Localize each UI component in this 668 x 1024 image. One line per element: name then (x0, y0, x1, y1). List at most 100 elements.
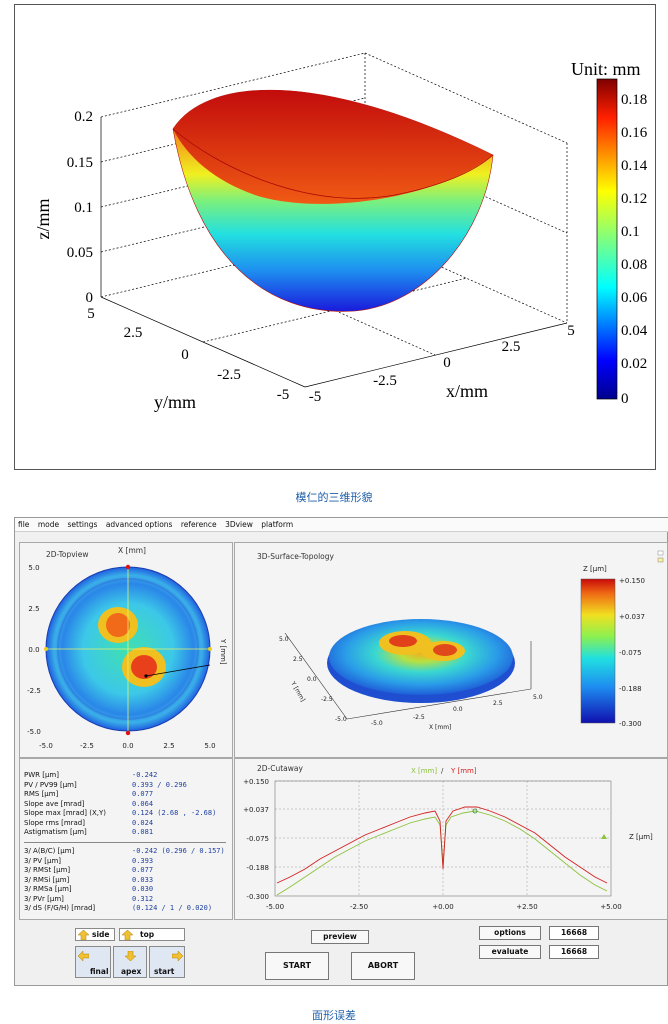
stat-label: 3/ dS (F/G/H) [mrad] (24, 904, 96, 912)
surface-topology-view[interactable]: 5.0 2.5 0.0 -2.5 -5.0 Y [mm] -5.0 -2.5 0… (235, 543, 668, 759)
surface-x-tick: -5.0 (371, 720, 383, 727)
z-tick: 0.1 (74, 200, 93, 216)
arrow-left-icon (77, 950, 90, 962)
measurement-software-window: file mode settings advanced options refe… (14, 517, 668, 986)
menu-reference[interactable]: reference (180, 520, 217, 529)
x-tick: 2.5 (502, 339, 521, 355)
stat-value: 0.030 (132, 885, 154, 893)
top-button[interactable]: top (119, 928, 185, 941)
stat-label: 3/ RMSt [µm] (24, 866, 71, 874)
view-option-icon[interactable] (657, 557, 664, 563)
cutaway-x-tick: -5.00 (266, 903, 284, 911)
stat-value: -0.242 (0.296 / 0.157) (132, 847, 225, 855)
surface-topology-panel: 3D-Surface-Topology (234, 542, 668, 758)
stat-value: 0.064 (132, 799, 154, 808)
options-button[interactable]: options (479, 926, 541, 940)
bowl-inner-rim (173, 90, 493, 204)
cutaway-y-profile (276, 806, 608, 884)
colorbar-tick: 0.12 (621, 191, 647, 207)
cutaway-end-marker[interactable] (601, 834, 607, 839)
colorbar-tick: 0.1 (621, 224, 640, 240)
menu-bar: file mode settings advanced options refe… (15, 518, 668, 532)
legend-x: X [mm] (411, 767, 437, 775)
arrow-right-icon (171, 950, 184, 962)
y-tick: -2.5 (217, 367, 241, 383)
surface-3d-plot: 0.2 0.15 0.1 0.05 0 z/mm 5 2.5 0 -2.5 -5… (33, 52, 648, 412)
start-button[interactable]: START (265, 952, 329, 980)
z-axis-label: z/mm (33, 199, 53, 240)
cutaway-panel: 2D-Cutaway X [mm] / Y [mm] Z [µm] (234, 758, 668, 920)
menu-platform[interactable]: platform (261, 520, 294, 529)
surface-y-tick: -5.0 (335, 716, 347, 723)
topview-bottom-tick: -2.5 (80, 742, 94, 750)
menu-advanced-options[interactable]: advanced options (105, 520, 173, 529)
surface-colorbar-label: Z [µm] (583, 565, 607, 573)
z-tick: 0.2 (74, 109, 93, 125)
stat-label: PWR [µm] (24, 771, 59, 779)
colorbar-unit-label: Unit: mm (571, 59, 641, 79)
stat-value: 0.077 (132, 866, 154, 874)
abort-button[interactable]: ABORT (351, 952, 415, 980)
preview-button[interactable]: preview (311, 930, 369, 944)
arrow-down-icon (124, 950, 137, 962)
cutaway-x-tick: +5.00 (600, 903, 621, 911)
surface-x-tick: 0.0 (453, 706, 463, 713)
y-tick: -5 (277, 387, 290, 403)
x-axis-label: x/mm (446, 381, 488, 401)
stat-row: PV / PV99 [µm] 0.393 / 0.296 (20, 781, 234, 791)
marker-top[interactable] (125, 564, 131, 570)
surface-axes (284, 632, 532, 720)
topview-bottom-tick: 5.0 (204, 742, 215, 750)
y-tick: 0 (181, 347, 189, 363)
topview-left-tick: -2.5 (27, 687, 41, 695)
topview-map[interactable]: 5.0 2.5 0.0 -2.5 -5.0 -5.0 -2.5 0.0 2.5 … (20, 543, 234, 759)
arrow-up-icon (121, 929, 134, 941)
surface-y-axis-label: Y [mm] (289, 680, 307, 703)
z-tick: 0 (86, 290, 94, 306)
final-button[interactable]: final (75, 946, 111, 978)
stat-row: 3/ RMSa [µm] 0.030 (20, 885, 234, 895)
colorbar-tick: 0.04 (621, 323, 648, 339)
slope-max-marker-line (145, 664, 211, 677)
surface-y-tick: 0.0 (307, 676, 317, 683)
evaluate-value-field[interactable]: 16668 (549, 945, 599, 959)
colorbar-tick: 0.02 (621, 356, 647, 372)
y-tick: 5 (87, 306, 95, 322)
z-tick: 0.15 (67, 155, 93, 171)
evaluate-button[interactable]: evaluate (479, 945, 541, 959)
colorbar (596, 78, 618, 400)
stat-row: Slope max [mrad] (X,Y) 0.124 (2.68 , -2.6… (20, 809, 234, 819)
menu-file[interactable]: file (18, 520, 30, 529)
apex-button[interactable]: apex (113, 946, 147, 978)
surface-colorbar-tick: -0.075 (619, 649, 642, 657)
stat-row: 3/ PV [µm] 0.393 (20, 857, 234, 867)
stat-row: PWR [µm] -0.242 (20, 771, 234, 781)
marker-right[interactable] (208, 647, 212, 651)
cutaway-x-tick: -2.50 (350, 903, 368, 911)
bowl-rim-edge (172, 128, 494, 199)
y-tick: 2.5 (124, 325, 143, 341)
menu-mode[interactable]: mode (37, 520, 60, 529)
cutaway-y-tick: +0.037 (243, 806, 269, 814)
surface-disc (329, 619, 513, 695)
options-value-field[interactable]: 16668 (549, 926, 599, 940)
menu-3dview[interactable]: 3Dview (225, 520, 253, 529)
stat-label: Astigmatism [µm] (24, 828, 87, 836)
stat-row: 3/ PVr [µm] 0.312 (20, 895, 234, 905)
stat-value: -0.242 (132, 771, 158, 779)
view-option-icon[interactable] (657, 550, 664, 556)
stat-row: Astigmatism [µm] 0.081 (20, 828, 234, 838)
start-tile-button[interactable]: start (149, 946, 185, 978)
marker-bottom[interactable] (125, 730, 131, 736)
start-tile-label: start (154, 967, 175, 976)
surface-colorbar-tick: -0.300 (619, 720, 642, 728)
cutaway-cursor-marker[interactable] (472, 808, 478, 814)
marker-left[interactable] (44, 647, 48, 651)
side-button[interactable]: side (75, 928, 115, 941)
surface-colorbar-tick: +0.037 (619, 613, 645, 621)
menu-settings[interactable]: settings (67, 520, 98, 529)
legend-sep: / (441, 767, 444, 775)
cutaway-chart[interactable]: X [mm] / Y [mm] Z [µm] +0.150 (235, 759, 668, 921)
surface-x-tick: -2.5 (413, 714, 425, 721)
figure2-caption: 面形误差 (312, 1009, 356, 1022)
